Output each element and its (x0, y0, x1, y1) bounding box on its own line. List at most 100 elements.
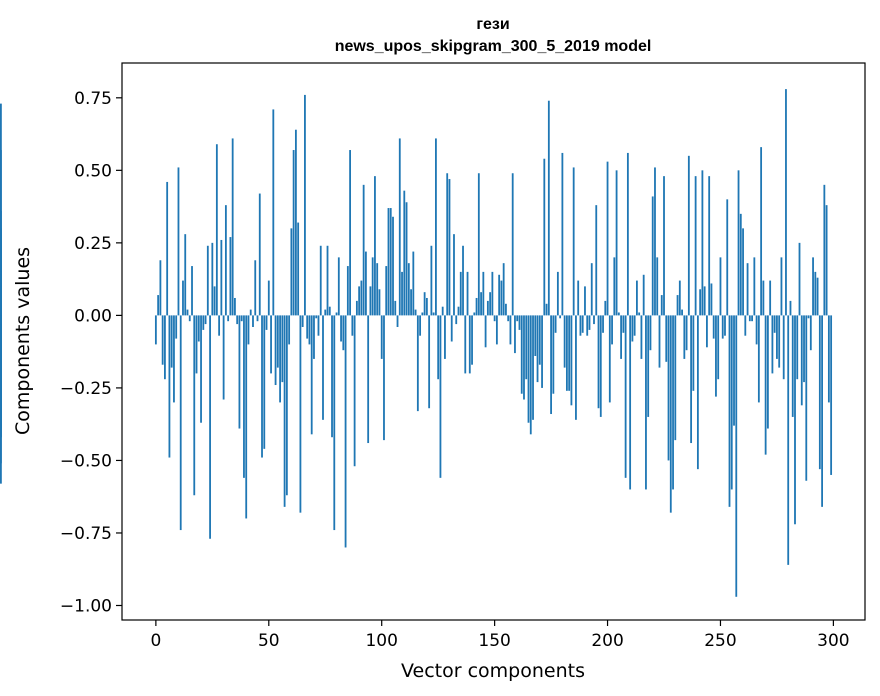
bar (532, 315, 534, 420)
bar (362, 184, 365, 316)
bar (529, 315, 532, 435)
bar (660, 295, 663, 316)
bar (683, 315, 686, 359)
bar (387, 208, 390, 316)
bar (613, 257, 616, 316)
y-tick-label: −1.00 (60, 596, 112, 616)
bar (353, 315, 356, 467)
bar (200, 315, 202, 423)
bar (328, 306, 331, 316)
bar (159, 260, 162, 316)
bar (773, 315, 776, 333)
bar (170, 315, 173, 368)
bar (676, 295, 679, 316)
bar (416, 315, 419, 412)
bar (638, 312, 641, 316)
bar (640, 315, 643, 359)
bar (0, 315, 2, 325)
bar (816, 277, 819, 316)
bar (620, 315, 622, 359)
bar (477, 173, 480, 316)
bar (455, 315, 458, 325)
bar (294, 129, 297, 316)
bar (737, 170, 740, 316)
bar (814, 271, 817, 316)
bar (608, 315, 611, 403)
bar (502, 263, 505, 316)
bar (272, 109, 275, 316)
bar (337, 257, 340, 316)
bar (256, 315, 259, 322)
bar (423, 292, 426, 316)
bar (209, 315, 211, 539)
bar (728, 315, 731, 507)
bar (545, 303, 548, 316)
bar (692, 315, 695, 391)
bar (486, 300, 489, 316)
bar (593, 315, 595, 325)
bar (380, 315, 383, 359)
bar (791, 315, 794, 417)
bar (177, 167, 180, 316)
bar (794, 315, 796, 525)
bar (419, 315, 422, 336)
bar (446, 173, 449, 316)
bar (541, 315, 543, 388)
bar (206, 245, 209, 316)
bar (665, 315, 668, 362)
bar (374, 176, 376, 316)
bar (595, 205, 598, 316)
bar (258, 193, 261, 316)
bar (511, 173, 514, 316)
bar (173, 315, 175, 403)
bar (586, 315, 589, 336)
bar (825, 205, 828, 316)
bar (441, 306, 444, 316)
bar (450, 315, 453, 342)
bar (559, 315, 562, 319)
bar (642, 274, 645, 316)
bar (669, 315, 672, 513)
bar (776, 315, 778, 359)
bar (787, 315, 790, 565)
bar (412, 251, 415, 316)
bar (437, 315, 440, 380)
bar (495, 315, 498, 345)
bar (717, 315, 720, 380)
bar (407, 263, 410, 316)
bar (317, 315, 320, 336)
bar (812, 257, 814, 316)
x-tick-label: 250 (704, 631, 736, 651)
bar (342, 315, 345, 351)
bar (565, 315, 568, 391)
bar (527, 315, 530, 423)
bar (751, 315, 753, 322)
bar (631, 315, 634, 342)
bar (805, 315, 808, 481)
bar (213, 286, 216, 316)
bar (724, 315, 726, 336)
bar (184, 234, 187, 316)
bar (708, 176, 711, 316)
bar (261, 315, 263, 458)
bar (464, 315, 467, 374)
bar (690, 315, 693, 444)
bar (645, 315, 647, 490)
bar (694, 176, 697, 316)
chart-title: гези (476, 16, 509, 33)
bar (523, 315, 525, 400)
bar (252, 315, 254, 327)
bar (414, 309, 417, 316)
bar (462, 245, 464, 316)
bar (401, 271, 403, 316)
bar (710, 283, 713, 316)
bar (685, 315, 688, 351)
bar (473, 312, 476, 316)
bar (563, 315, 566, 368)
bar (191, 266, 193, 316)
bar (292, 150, 295, 316)
bar (234, 297, 236, 316)
bar (726, 199, 729, 316)
bar (430, 245, 433, 316)
